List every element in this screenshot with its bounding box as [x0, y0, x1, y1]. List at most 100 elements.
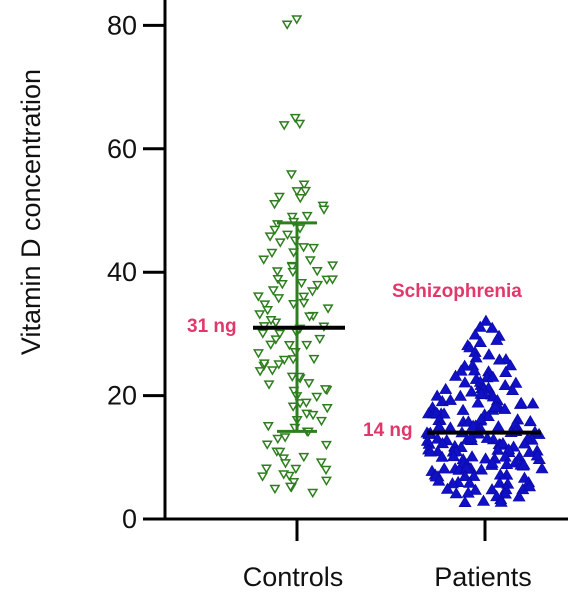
controls-point	[262, 421, 274, 432]
controls-point	[314, 334, 326, 345]
controls-point	[296, 279, 308, 289]
controls-point	[281, 20, 293, 30]
controls-point	[267, 286, 279, 296]
controls-point	[320, 476, 332, 487]
controls-point	[311, 392, 323, 403]
controls-point	[307, 488, 319, 499]
controls-point	[260, 464, 272, 474]
controls-point	[284, 482, 297, 493]
controls-point	[278, 454, 290, 464]
patients-point	[453, 389, 467, 401]
controls-point	[283, 340, 295, 351]
controls-point	[294, 119, 306, 130]
patients-point	[465, 450, 479, 462]
patients-point	[466, 419, 480, 431]
controls-point	[281, 230, 294, 240]
patients-point	[440, 482, 454, 494]
y-tick-label: 60	[107, 134, 137, 164]
controls-point	[286, 372, 298, 382]
patients-point	[485, 321, 499, 333]
y-axis-title: Vitamin D concentration	[16, 69, 46, 355]
controls-point	[279, 433, 291, 443]
y-tick-label: 20	[107, 381, 137, 411]
controls-point	[287, 267, 299, 278]
controls-point	[265, 340, 277, 351]
patients-point	[480, 431, 494, 443]
axes: 0 20 40 60 80	[107, 0, 568, 541]
controls-point	[263, 380, 275, 390]
controls-point	[321, 403, 333, 414]
patients-point	[485, 456, 499, 468]
patients-point	[476, 494, 491, 506]
controls-point	[286, 262, 298, 273]
controls-point	[300, 398, 312, 409]
patients-point	[503, 359, 518, 371]
controls-point	[262, 305, 274, 316]
controls-point	[254, 367, 266, 377]
patients-point	[473, 335, 487, 347]
patients-point	[492, 353, 506, 365]
controls-point	[274, 329, 286, 340]
summary-lines	[253, 221, 541, 435]
controls-point	[318, 205, 330, 215]
patients-point	[523, 480, 537, 492]
controls-point	[311, 266, 323, 277]
controls-point	[298, 292, 310, 302]
patients-point	[491, 420, 505, 432]
patients-point	[494, 495, 508, 507]
patients-point	[490, 333, 504, 345]
patients-point	[463, 476, 477, 488]
controls-point	[266, 366, 278, 376]
controls-point	[283, 471, 295, 482]
controls-point	[257, 472, 269, 482]
y-tick-label: 40	[107, 257, 137, 287]
controls-point	[278, 121, 290, 131]
y-tick-label: 0	[122, 504, 137, 534]
controls-point	[307, 410, 319, 421]
patients-point	[432, 474, 446, 486]
controls-point	[301, 340, 313, 351]
controls-point	[269, 484, 281, 495]
controls-point	[271, 267, 283, 277]
patients-point	[439, 382, 453, 394]
controls-point	[291, 187, 303, 197]
patients-point	[447, 450, 461, 462]
patients-point	[468, 483, 482, 495]
controls-point	[301, 211, 313, 222]
patients-point	[493, 476, 507, 488]
patients-point	[473, 320, 487, 332]
controls-point	[257, 329, 269, 339]
patients-point	[517, 458, 531, 470]
patients-point	[498, 378, 512, 391]
controls-point	[258, 359, 270, 369]
controls-point	[304, 312, 316, 322]
controls-point	[300, 186, 312, 197]
patients-point	[463, 341, 477, 353]
annotation-patients-mean: 14 ng	[363, 420, 413, 441]
controls-point	[278, 355, 290, 366]
patients-point	[468, 328, 482, 340]
patients-point	[518, 437, 532, 449]
controls-point	[320, 465, 332, 476]
patients-point	[430, 389, 444, 401]
controls-point	[269, 225, 281, 236]
patients-point	[514, 396, 528, 408]
controls-point	[322, 304, 334, 314]
patients-point	[491, 443, 505, 455]
patients-point	[474, 463, 488, 475]
patients-point	[458, 469, 472, 481]
controls-point	[298, 452, 310, 463]
patients-point	[496, 436, 510, 449]
patients-point	[423, 445, 437, 457]
controls-point	[291, 15, 303, 25]
controls-point	[327, 261, 339, 271]
controls-point	[259, 300, 271, 310]
controls-point	[308, 243, 320, 254]
patients-point	[456, 403, 470, 415]
patients-point	[526, 397, 540, 409]
controls-point	[274, 238, 286, 248]
controls-point	[303, 379, 315, 389]
controls-point	[312, 280, 324, 291]
controls-point	[254, 310, 266, 320]
controls-point	[287, 402, 299, 412]
